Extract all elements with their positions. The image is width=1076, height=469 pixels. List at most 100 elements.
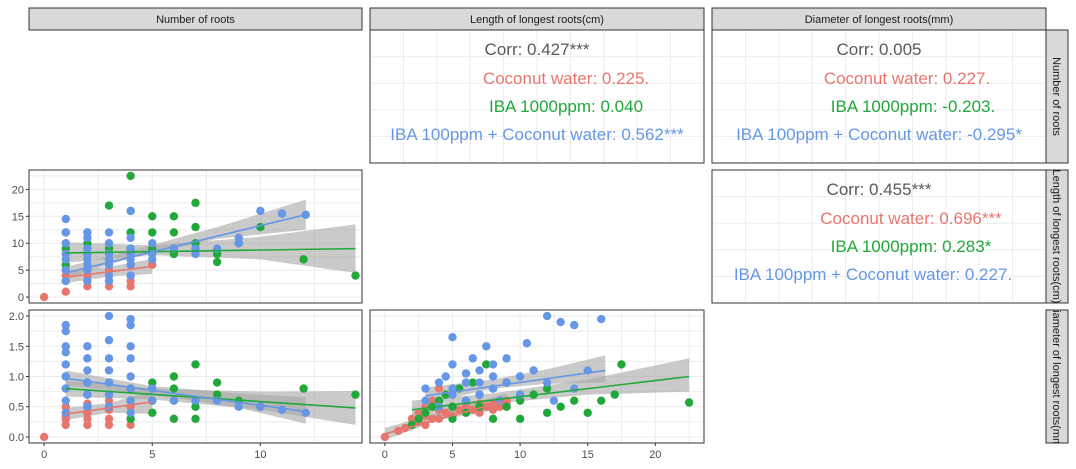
data-point-iba100 (234, 402, 243, 411)
corr-coconut-water: Coconut water: 0.227. (824, 69, 990, 88)
panel-grid (713, 171, 1045, 302)
data-point-iba100 (421, 384, 430, 393)
x-tick-label: 20 (649, 449, 661, 461)
data-point-iba100 (126, 320, 135, 330)
top-strip-label: Diameter of longest roots(mm) (805, 14, 954, 26)
top-strip-2: Length of longest roots(cm) (369, 7, 705, 31)
y-tick-label: 10 (12, 238, 24, 250)
data-point-iba100 (461, 378, 471, 387)
data-point-iba1000 (299, 384, 308, 393)
corr-overall: Corr: 0.455*** (827, 180, 932, 199)
fit-line-iba100 (65, 377, 306, 413)
data-point-coconut (475, 408, 484, 417)
data-point-iba100 (448, 333, 457, 342)
data-point-iba100 (126, 244, 135, 253)
data-point-iba1000 (169, 372, 179, 381)
data-point-coconut (461, 402, 471, 411)
data-point-iba1000 (351, 390, 360, 399)
data-point-iba100 (61, 384, 70, 393)
data-point-iba100 (191, 396, 200, 405)
data-point-iba100 (61, 239, 70, 248)
data-point-iba100 (126, 233, 135, 243)
corr-overall: Corr: 0.427*** (485, 40, 590, 59)
data-point-iba100 (448, 360, 457, 369)
data-point-coconut (434, 384, 444, 393)
data-point-iba100 (597, 314, 606, 324)
data-point-iba100 (61, 342, 70, 351)
data-point-iba100 (556, 317, 565, 327)
data-point-iba100 (83, 244, 92, 253)
data-point-iba100 (61, 320, 70, 330)
data-point-iba100 (148, 396, 157, 405)
data-point-coconut (39, 432, 49, 442)
data-point-iba1000 (104, 201, 114, 210)
data-point-coconut (83, 420, 92, 430)
data-point-iba100 (234, 233, 243, 243)
data-point-iba1000 (212, 257, 222, 267)
data-point-iba100 (104, 366, 114, 375)
right-strip-2: Length of longest roots(cm) (1045, 169, 1069, 304)
data-point-iba100 (126, 384, 135, 393)
data-point-iba100 (441, 372, 450, 381)
data-point-iba100 (104, 311, 114, 321)
data-point-iba100 (61, 360, 70, 369)
y-tick-label: 1.0 (9, 372, 24, 384)
data-point-iba1000 (148, 408, 157, 417)
data-point-iba100 (169, 396, 179, 405)
panel-grid (713, 31, 1045, 162)
data-point-iba100 (529, 366, 538, 375)
data-point-iba1000 (488, 414, 498, 424)
data-point-iba1000 (351, 271, 360, 280)
data-point-coconut (104, 414, 114, 424)
corr-overall: Corr: 0.005 (836, 40, 921, 59)
data-point-iba100 (83, 276, 92, 286)
corr-panel-diameter-vs-length: Corr: 0.455*** Coconut water: 0.696*** I… (711, 169, 1047, 304)
data-point-iba100 (104, 239, 114, 248)
data-point-iba100 (148, 384, 157, 393)
data-point-iba1000 (583, 408, 592, 417)
data-point-iba100 (61, 408, 70, 417)
data-point-iba100 (488, 360, 498, 369)
data-point-iba1000 (556, 402, 565, 411)
data-point-coconut (495, 402, 505, 411)
right-strip-3: Diameter of longest roots(mm) (1045, 309, 1069, 444)
data-point-iba1000 (482, 360, 491, 369)
right-strip-label: Number of roots (1050, 57, 1062, 136)
corr-panel-diameter-vs-number: Corr: 0.005 Coconut water: 0.227. IBA 10… (711, 29, 1047, 164)
fit-line-iba100 (425, 369, 606, 397)
data-point-iba100 (126, 314, 135, 324)
data-point-iba100 (126, 206, 135, 216)
data-point-iba100 (126, 372, 135, 381)
data-point-iba1000 (191, 414, 200, 424)
y-tick-label: 1.5 (9, 341, 24, 353)
data-point-iba1000 (542, 408, 552, 417)
data-point-iba100 (256, 206, 265, 216)
scatter-panel-diameter-vs-number: 0.0 0.5 1.0 1.5 2.0 0 5 10 (9, 309, 363, 461)
data-point-iba100 (61, 348, 70, 357)
data-point-iba100 (61, 396, 70, 405)
x-tick-label: 0 (382, 449, 388, 461)
corr-iba-100ppm-coconut-water: IBA 100ppm + Coconut water: 0.562*** (390, 125, 684, 144)
data-point-iba100 (515, 372, 525, 381)
data-point-iba1000 (169, 228, 179, 237)
data-point-iba1000 (148, 212, 157, 221)
data-point-iba1000 (542, 384, 552, 393)
data-point-iba100 (522, 339, 532, 348)
top-strip-3: Diameter of longest roots(mm) (711, 7, 1047, 31)
data-point-iba1000 (515, 414, 525, 424)
data-point-iba100 (301, 408, 310, 417)
x-tick-label: 5 (149, 449, 155, 461)
data-point-iba100 (83, 378, 92, 387)
data-point-iba100 (126, 354, 135, 363)
data-point-iba100 (83, 402, 92, 411)
data-point-iba100 (148, 239, 157, 248)
data-point-iba1000 (169, 414, 179, 424)
data-point-iba100 (126, 396, 135, 405)
fit-line-coconut (384, 399, 507, 435)
data-point-iba1000 (617, 360, 626, 369)
data-point-iba100 (461, 369, 471, 378)
data-point-iba100 (126, 342, 135, 351)
fit-line-iba1000 (65, 247, 356, 254)
data-point-iba100 (448, 384, 457, 393)
